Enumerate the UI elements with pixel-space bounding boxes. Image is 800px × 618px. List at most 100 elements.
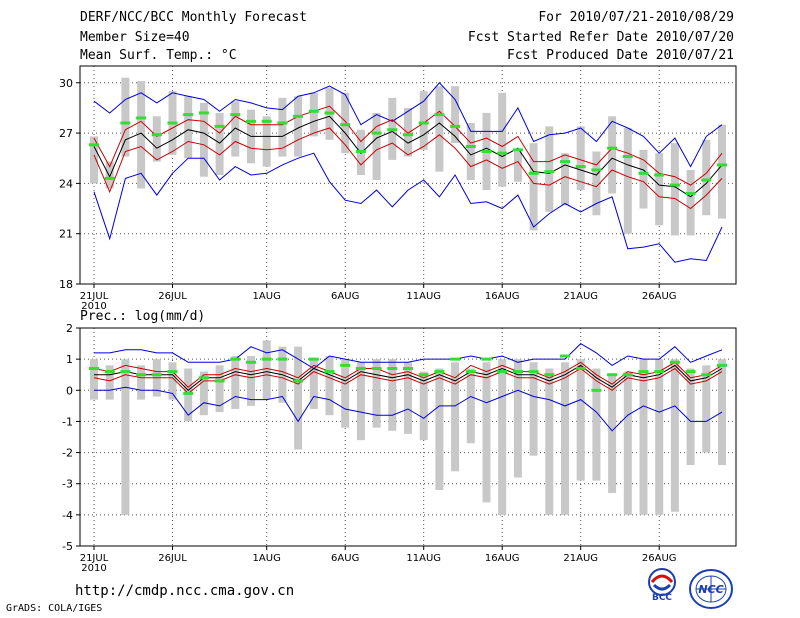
spread-upper-line (93, 361, 723, 388)
ensemble-box (718, 124, 726, 219)
obs-marker (277, 357, 288, 361)
ensemble-box (262, 116, 271, 167)
x-tick-sublabel: 2010 (81, 563, 106, 574)
ensemble-box (325, 356, 334, 416)
ensemble-box (451, 362, 460, 472)
obs-marker (685, 370, 696, 374)
y-tick-label: -2 (62, 447, 73, 460)
ensemble-box (247, 356, 255, 406)
obs-marker (89, 366, 99, 370)
ensemble-box (262, 340, 271, 400)
x-tick-label: 21JUL (80, 553, 109, 564)
x-tick-label: 26AUG (642, 553, 677, 564)
ensemble-box (90, 359, 98, 400)
y-tick-label: 27 (59, 127, 73, 140)
ensemble-box (168, 362, 177, 400)
obs-marker (701, 178, 712, 182)
ensemble-box (498, 359, 507, 515)
grads-credit: GrADS: COLA/IGES (6, 603, 103, 614)
obs-marker (575, 165, 586, 169)
ensemble-box (608, 374, 617, 494)
obs-marker (246, 360, 256, 364)
obs-marker (308, 109, 319, 113)
ensemble-box (199, 371, 208, 416)
obs-marker (340, 123, 351, 127)
obs-marker (403, 133, 413, 137)
obs-marker (575, 366, 586, 370)
ensemble-box (561, 153, 569, 206)
ensemble-box (419, 371, 428, 441)
obs-marker (104, 176, 115, 180)
obs-marker (355, 150, 366, 154)
ensemble-box (105, 161, 114, 189)
bcc-logo-text: BCC (651, 593, 673, 603)
obs-marker (481, 357, 492, 361)
ensemble-box (215, 365, 224, 413)
obs-marker (497, 370, 508, 374)
obs-marker (277, 121, 288, 125)
x-tick-label: 21JUL (80, 291, 109, 302)
obs-marker (654, 370, 665, 374)
obs-marker (701, 373, 712, 377)
obs-marker (167, 370, 178, 374)
ensemble-box (670, 143, 679, 236)
forecast-started-date: Fcst Started Refer Date 2010/07/20 (467, 30, 734, 45)
obs-marker (512, 370, 523, 374)
obs-marker (214, 124, 225, 128)
y-tick-label: 0 (66, 384, 73, 397)
ensemble-box (294, 346, 303, 450)
ensemble-box (482, 362, 491, 503)
mean-line (94, 364, 723, 391)
y-tick-label: -5 (62, 540, 73, 553)
obs-marker (120, 370, 131, 374)
obs-marker (230, 113, 241, 117)
x-tick-sublabel: 2010 (81, 301, 106, 312)
obs-marker (340, 363, 351, 367)
y-tick-label: -3 (62, 478, 73, 491)
ensemble-box (372, 112, 381, 181)
ncc-logo: NCC (688, 568, 734, 610)
obs-marker (167, 121, 178, 125)
x-tick-label: 26JUL (158, 291, 187, 302)
ensemble-box (137, 81, 146, 189)
x-tick-label: 21AUG (563, 553, 598, 564)
ensemble-box (655, 359, 664, 515)
min-line (93, 152, 723, 263)
website-url[interactable]: http://cmdp.ncc.cma.gov.cn (75, 583, 295, 599)
ensemble-box (435, 368, 444, 490)
obs-marker (591, 168, 602, 172)
obs-marker (324, 370, 335, 374)
ensemble-box (623, 128, 632, 234)
ensemble-box (184, 368, 193, 422)
obs-marker (89, 143, 99, 147)
obs-marker (607, 146, 618, 150)
obs-marker (512, 148, 523, 152)
chart-title: DERF/NCC/BCC Monthly Forecast (80, 10, 307, 25)
ensemble-box (718, 359, 726, 466)
ensemble-box (105, 365, 114, 400)
x-tick-label: 1AUG (253, 553, 281, 564)
obs-marker (669, 360, 680, 364)
precip-label: Prec.: log(mm/d) (80, 309, 206, 324)
spread-lower-line (93, 367, 723, 395)
ncc-logo-icon (689, 569, 733, 609)
member-size-label: Member Size=40 (80, 30, 190, 45)
obs-marker (418, 121, 429, 125)
ensemble-box (278, 97, 287, 157)
obs-marker (560, 354, 570, 358)
ensemble-box (529, 143, 538, 231)
obs-marker (324, 111, 335, 115)
ensemble-box (576, 359, 585, 481)
obs-marker (246, 119, 256, 123)
max-line (94, 342, 723, 370)
obs-marker (434, 113, 445, 117)
obs-marker (591, 388, 602, 392)
obs-marker (230, 357, 241, 361)
ensemble-box (639, 359, 648, 515)
obs-marker (544, 170, 555, 174)
ensemble-box (513, 151, 522, 182)
forecast-period: For 2010/07/21-2010/08/29 (538, 10, 734, 25)
